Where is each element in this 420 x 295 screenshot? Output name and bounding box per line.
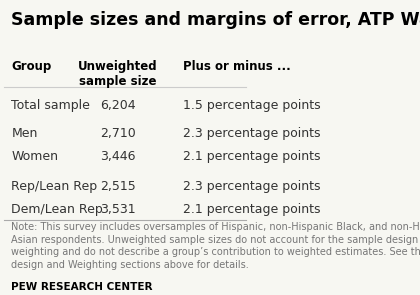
Text: 3,531: 3,531	[100, 203, 136, 216]
Text: 2.1 percentage points: 2.1 percentage points	[184, 150, 321, 163]
Text: PEW RESEARCH CENTER: PEW RESEARCH CENTER	[11, 282, 153, 292]
Text: Note: This survey includes oversamples of Hispanic, non-Hispanic Black, and non-: Note: This survey includes oversamples o…	[11, 222, 420, 270]
Text: 2,710: 2,710	[100, 127, 136, 140]
Text: Unweighted
sample size: Unweighted sample size	[78, 60, 158, 88]
Text: 2,515: 2,515	[100, 181, 136, 194]
Text: 2.1 percentage points: 2.1 percentage points	[184, 203, 321, 216]
Text: 1.5 percentage points: 1.5 percentage points	[184, 99, 321, 112]
Text: Men: Men	[11, 127, 38, 140]
Text: 3,446: 3,446	[100, 150, 136, 163]
Text: Women: Women	[11, 150, 58, 163]
Text: Total sample: Total sample	[11, 99, 90, 112]
Text: Sample sizes and margins of error, ATP Wave 154: Sample sizes and margins of error, ATP W…	[11, 11, 420, 29]
Text: 6,204: 6,204	[100, 99, 136, 112]
Text: 2.3 percentage points: 2.3 percentage points	[184, 127, 321, 140]
Text: Dem/Lean Rep: Dem/Lean Rep	[11, 203, 103, 216]
Text: Plus or minus ...: Plus or minus ...	[184, 60, 291, 73]
Text: Group: Group	[11, 60, 52, 73]
Text: 2.3 percentage points: 2.3 percentage points	[184, 181, 321, 194]
Text: Rep/Lean Rep: Rep/Lean Rep	[11, 181, 97, 194]
